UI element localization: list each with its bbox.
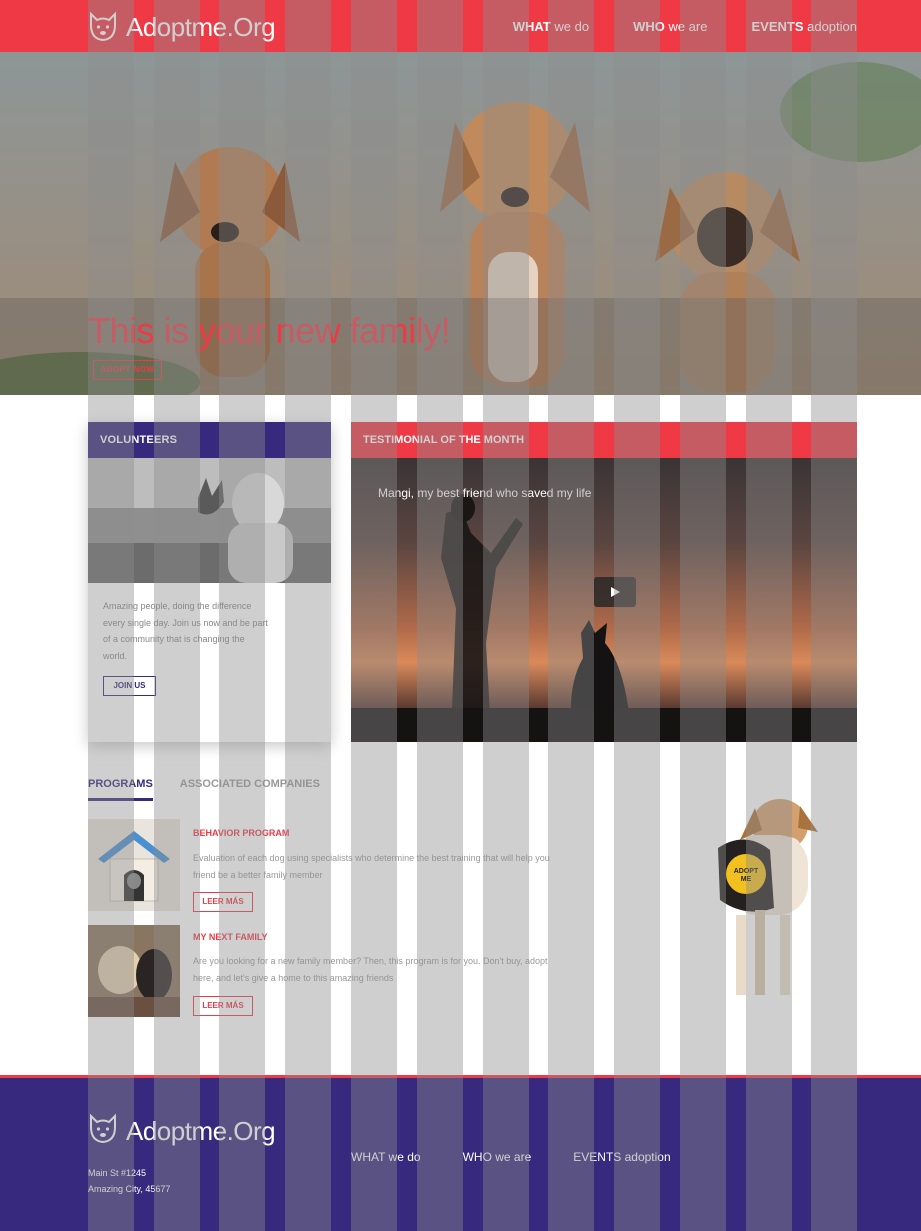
- nav-events-adoption[interactable]: EVENTS adoption: [751, 18, 857, 34]
- testimonial-heading: TESTIMONIAL OF THE MONTH: [351, 422, 857, 458]
- read-more-button[interactable]: LEER MÁS: [193, 892, 253, 912]
- program-tabs: PROGRAMS ASSOCIATED COMPANIES: [88, 778, 320, 801]
- doghouse-thumbnail: [88, 819, 180, 911]
- dogs-thumbnail: [88, 925, 180, 1017]
- nav-what-we-do[interactable]: WHAT we do: [512, 18, 590, 34]
- logo-text: Adoptme.Org: [126, 11, 276, 42]
- footer-address: Main St #1245 Amazing City, 45677: [88, 1165, 170, 1197]
- play-icon[interactable]: [594, 577, 636, 607]
- program-item-behavior: BEHAVIOR PROGRAM Evaluation of each dog …: [88, 819, 558, 912]
- tab-associated-companies[interactable]: ASSOCIATED COMPANIES: [179, 778, 320, 790]
- vest-label: ADOPT ME: [733, 868, 759, 883]
- program-description: Are you looking for a new family member?…: [193, 956, 548, 983]
- site-logo[interactable]: Adoptme.Org: [88, 10, 276, 44]
- volunteers-heading: VOLUNTEERS: [88, 422, 331, 458]
- dog-logo-icon: [88, 1113, 118, 1149]
- footer-nav-what-we-do[interactable]: WHAT we do: [351, 1150, 421, 1164]
- video-title: Mangi, my best friend who saved my life: [378, 486, 592, 500]
- footer-logo[interactable]: Adoptme.Org: [88, 1113, 276, 1149]
- program-title: BEHAVIOR PROGRAM: [193, 828, 290, 838]
- testimonial-video[interactable]: Mangi, my best friend who saved my life: [351, 458, 857, 742]
- footer-nav-who-we-are[interactable]: WHO we are: [462, 1150, 532, 1164]
- volunteer-photo: [88, 458, 331, 583]
- join-us-button[interactable]: JOIN US: [103, 676, 156, 696]
- footer-nav-events-adoption[interactable]: EVENTS adoption: [573, 1150, 671, 1164]
- program-item-next-family: MY NEXT FAMILY Are you looking for a new…: [88, 925, 558, 1017]
- footer-logo-text: Adoptme.Org: [126, 1115, 276, 1146]
- site-footer: Adoptme.Org Main St #1245 Amazing City, …: [0, 1075, 921, 1231]
- dog-logo-icon: [88, 11, 118, 43]
- footer-nav: WHAT we do WHO we are EVENTS adoption: [351, 1150, 671, 1164]
- program-description: Evaluation of each dog using specialists…: [193, 853, 550, 880]
- tab-programs[interactable]: PROGRAMS: [88, 778, 153, 801]
- site-header: Adoptme.Org WHAT we do WHO we are EVENTS…: [0, 0, 921, 52]
- volunteers-card: VOLUNTEERS Amazing people, doing the dif…: [88, 422, 331, 742]
- volunteers-text: Amazing people, doing the difference eve…: [103, 601, 268, 661]
- address-line-1: Main St #1245: [88, 1168, 147, 1178]
- adopt-now-button[interactable]: ADOPT NOW: [93, 360, 162, 380]
- hero-title: This is your new family!: [88, 310, 451, 351]
- read-more-button[interactable]: LEER MÁS: [193, 996, 253, 1016]
- program-title: MY NEXT FAMILY: [193, 932, 268, 942]
- nav-who-we-are[interactable]: WHO we are: [633, 18, 708, 34]
- hero-caption-band: [0, 298, 921, 395]
- address-line-2: Amazing City, 45677: [88, 1184, 171, 1194]
- hero-puppies-image: [0, 52, 921, 395]
- adopt-me-dog-image: ADOPT ME: [700, 790, 830, 1005]
- hero-banner: This is your new family! ADOPT NOW: [0, 52, 921, 395]
- main-nav: WHAT we do WHO we are EVENTS adoption: [513, 0, 857, 52]
